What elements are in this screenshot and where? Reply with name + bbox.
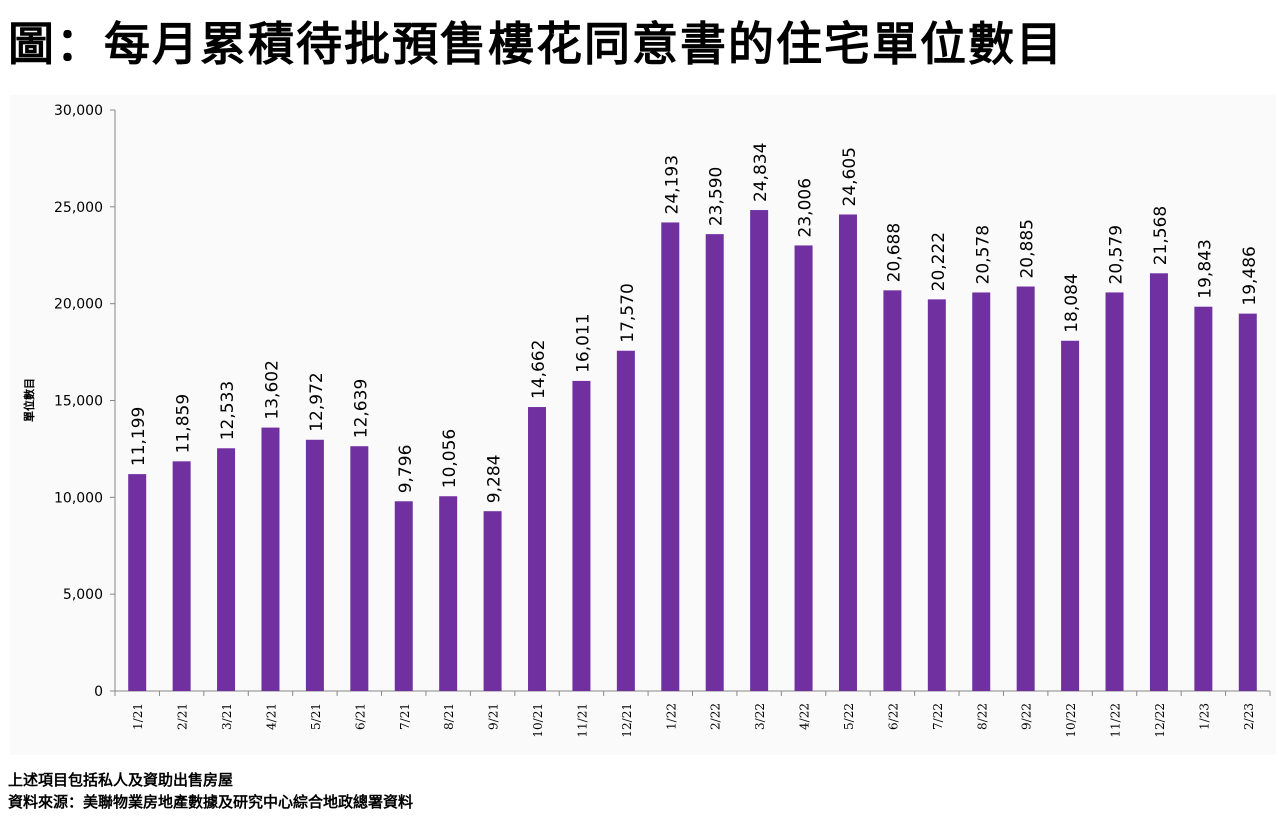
bar xyxy=(394,501,413,691)
bar xyxy=(350,446,369,691)
x-tick-label: 6/21 xyxy=(353,703,367,730)
footnote-source: 資料來源：美聯物業房地產數據及研究中心綜合地政總署資料 xyxy=(8,793,414,811)
x-tick-label: 7/21 xyxy=(398,703,412,730)
plot-background xyxy=(10,95,1276,755)
data-label: 13,602 xyxy=(262,360,282,419)
footnote-scope: 上述項目包括私人及資助出售房屋 xyxy=(8,771,234,789)
x-tick-label: 5/22 xyxy=(842,703,856,730)
x-tick-label: 2/22 xyxy=(709,703,723,730)
bar xyxy=(794,245,813,691)
bar xyxy=(483,511,502,691)
y-tick-label: 15,000 xyxy=(54,394,103,410)
data-label: 18,084 xyxy=(1062,273,1082,332)
data-label: 12,972 xyxy=(307,372,327,431)
x-tick-label: 3/21 xyxy=(220,703,234,730)
bar xyxy=(705,234,724,692)
data-label: 9,796 xyxy=(396,445,416,494)
x-tick-label: 2/23 xyxy=(1242,703,1256,730)
bar xyxy=(172,461,191,691)
data-label: 16,011 xyxy=(573,313,593,372)
data-label: 23,590 xyxy=(707,167,727,226)
data-label: 21,568 xyxy=(1151,206,1171,265)
x-tick-label: 5/21 xyxy=(309,703,323,730)
x-tick-label: 11/21 xyxy=(575,703,589,738)
x-tick-label: 12/21 xyxy=(620,703,634,738)
y-tick-label: 20,000 xyxy=(54,297,103,313)
x-tick-label: 1/23 xyxy=(1197,703,1211,730)
bar xyxy=(528,407,547,691)
data-label: 19,843 xyxy=(1195,239,1215,298)
bar xyxy=(261,427,280,691)
x-tick-label: 9/21 xyxy=(487,703,501,730)
x-tick-label: 1/22 xyxy=(664,703,678,730)
x-tick-label: 11/22 xyxy=(1109,703,1123,738)
data-label: 20,578 xyxy=(973,225,993,284)
x-tick-label: 8/21 xyxy=(442,703,456,730)
bar xyxy=(305,439,324,691)
data-label: 10,056 xyxy=(440,429,460,488)
bar xyxy=(1061,340,1080,691)
y-tick-label: 5,000 xyxy=(63,587,103,603)
data-label: 19,486 xyxy=(1240,246,1260,305)
data-label: 12,533 xyxy=(218,381,238,440)
chart-title: 圖：每月累積待批預售樓花同意書的住宅單位數目 xyxy=(8,17,1064,71)
bar xyxy=(972,292,991,691)
bar xyxy=(838,214,857,692)
y-axis-label: 單位數目 xyxy=(22,378,36,422)
data-label: 9,284 xyxy=(485,455,505,504)
bar xyxy=(128,474,147,691)
bar xyxy=(217,448,236,691)
bar xyxy=(1149,273,1168,691)
data-label: 20,222 xyxy=(929,232,949,291)
data-label: 17,570 xyxy=(618,283,638,342)
x-tick-label: 10/21 xyxy=(531,703,545,738)
bar xyxy=(927,299,946,691)
bar xyxy=(1105,292,1124,691)
x-tick-label: 10/22 xyxy=(1064,703,1078,738)
x-tick-label: 7/22 xyxy=(931,703,945,730)
bar xyxy=(572,380,591,691)
y-tick-label: 25,000 xyxy=(54,200,103,216)
data-label: 14,662 xyxy=(529,340,549,399)
bar xyxy=(1016,286,1035,691)
x-tick-label: 6/22 xyxy=(886,703,900,730)
bar xyxy=(883,290,902,691)
data-label: 20,579 xyxy=(1107,225,1127,284)
data-label: 11,859 xyxy=(174,394,194,453)
bar xyxy=(750,210,769,691)
y-tick-label: 10,000 xyxy=(54,490,103,506)
x-tick-label: 12/22 xyxy=(1153,703,1167,738)
data-label: 24,605 xyxy=(840,147,860,206)
data-label: 12,639 xyxy=(351,379,371,438)
x-tick-label: 4/21 xyxy=(264,703,278,730)
x-tick-label: 1/21 xyxy=(131,703,145,730)
data-label: 23,006 xyxy=(796,178,816,237)
bar xyxy=(616,350,635,691)
bar xyxy=(439,496,458,691)
bar xyxy=(661,222,680,692)
x-tick-label: 9/22 xyxy=(1020,703,1034,730)
y-tick-label: 30,000 xyxy=(54,103,103,119)
x-tick-label: 3/22 xyxy=(753,703,767,730)
data-label: 20,688 xyxy=(884,223,904,282)
data-label: 20,885 xyxy=(1018,219,1038,278)
x-tick-label: 8/22 xyxy=(975,703,989,730)
bar xyxy=(1238,313,1257,691)
x-tick-label: 2/21 xyxy=(176,703,190,730)
data-label: 24,193 xyxy=(662,155,682,214)
x-tick-label: 4/22 xyxy=(798,703,812,730)
data-label: 24,834 xyxy=(751,143,771,202)
y-tick-label: 0 xyxy=(94,684,103,700)
bar xyxy=(1194,306,1213,691)
data-label: 11,199 xyxy=(129,407,149,466)
